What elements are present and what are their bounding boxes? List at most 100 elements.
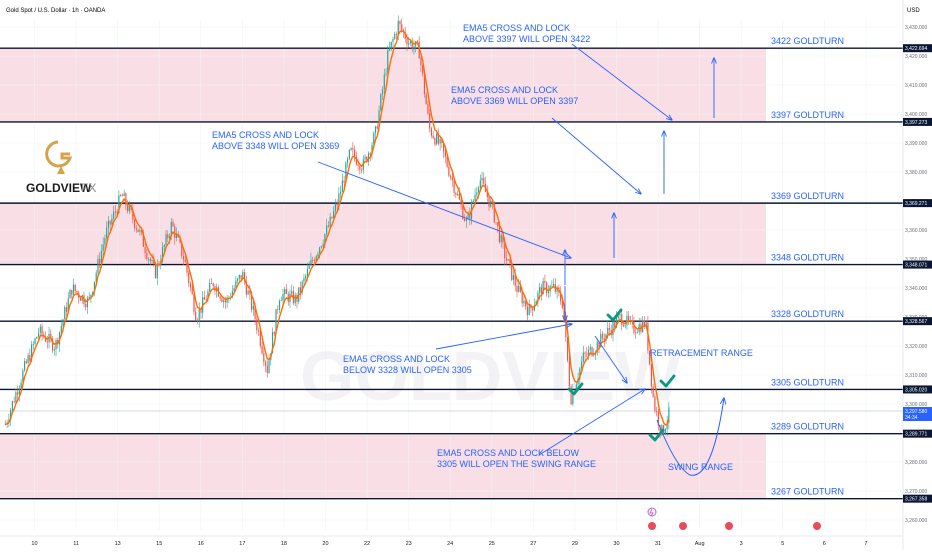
candle-body [664,429,666,434]
candle-body [380,94,382,111]
candle-body [266,365,268,373]
annotation-text: ABOVE 3397 WILL OPEN 3422 [463,34,590,44]
candle-body [401,24,403,30]
candle-body [615,317,618,328]
candle-body [451,177,453,181]
us-flag-icon [725,522,733,530]
candle-body [477,187,480,193]
level-price-tag [903,44,932,53]
goldturn-label: 3267 GOLDTURN [771,487,844,497]
candle-body [519,285,522,292]
candle-body [423,74,426,94]
candle-body [608,327,611,331]
candle-body [481,177,483,181]
current-price-tag [903,407,932,422]
candle-body [479,180,481,188]
candle-body [617,315,619,318]
candle-body [153,260,155,264]
time-tick-label: 30 [613,541,619,547]
candle-body [76,290,78,293]
candle-body [44,336,47,342]
candle-body [168,236,171,239]
candle-body [533,305,536,311]
candle-body [212,283,214,287]
candle-body [324,233,326,244]
time-tick-label: 22 [364,541,370,547]
candle-body [106,227,108,239]
candle-body [668,407,670,423]
candle-body [387,50,389,74]
brand-name: GOLDVIEW [26,181,92,195]
candle-body [317,253,319,257]
time-axis[interactable]: 10 11 13 15 16 17 18 20 22 23 24 25 27 29 30 31 Aug 3 5 6 7 [0,535,903,547]
candle-body [233,287,235,292]
candle-body [656,411,658,412]
candle-body [502,235,504,243]
candle-body [294,294,296,304]
candle-body [560,292,562,302]
goldturn-zone [0,203,766,265]
candle-body [97,258,99,273]
candle-body [364,156,366,160]
candle-body [441,138,443,143]
candle-body [598,341,600,348]
candle-body [256,319,258,331]
candle-body [250,292,253,310]
candle-body [120,195,122,196]
candle-body [133,219,136,229]
time-tick-label: 25 [489,541,495,547]
candle-body [60,325,62,333]
candle-body [221,298,223,302]
candle-body [624,325,626,327]
candle-body [388,48,391,51]
candle-body [24,361,26,371]
candle-body [79,297,82,301]
candle-body [268,360,270,373]
candle-body [188,272,190,284]
candle-body [406,38,408,45]
check-icon [648,428,665,442]
chart-title: Gold Spot / U.S. Dollar · 1h · OANDA [6,8,105,14]
candle-body [13,401,15,403]
candle-body [275,309,277,334]
candle-body [313,260,316,262]
candle-body [551,285,553,287]
annotation-text: SWING RANGE [668,462,733,472]
candle-body [86,298,89,308]
candle-body [285,289,288,294]
candle-body [488,196,490,207]
price-axis[interactable]: 3,260.0003,270.0003,280.0003,290.0003,30… [902,0,932,550]
candle-body [92,291,94,295]
candle-body [34,338,36,344]
candle-body [25,361,27,364]
candle-body [182,255,185,260]
candle-body [245,281,247,295]
candle-body [123,193,125,197]
candle-body [474,194,476,201]
annotation-text: ABOVE 3369 WILL OPEN 3397 [451,96,578,106]
price-tick-label: 3,390.000 [905,141,927,147]
candle-body [518,285,520,292]
countdown-text: 34:34 [905,415,918,421]
time-tick-label: 24 [447,541,453,547]
time-tick-label: 17 [239,541,245,547]
candle-body [601,333,604,339]
candle-body [333,211,335,219]
candle-body [170,221,172,237]
candle-body [654,396,656,412]
candle-body [71,289,73,295]
candle-body [437,133,439,144]
annotation-arrow [317,161,571,258]
candle-body [539,287,541,293]
candle-body [27,355,29,364]
candle-body [443,142,445,152]
time-tick-label: 29 [572,541,578,547]
time-tick-label: 31 [655,541,661,547]
candle-body [530,305,532,309]
candle-body [661,425,663,432]
candle-body [450,175,452,178]
candle-body [582,352,584,362]
goldturn-label: 3348 GOLDTURN [771,253,844,263]
